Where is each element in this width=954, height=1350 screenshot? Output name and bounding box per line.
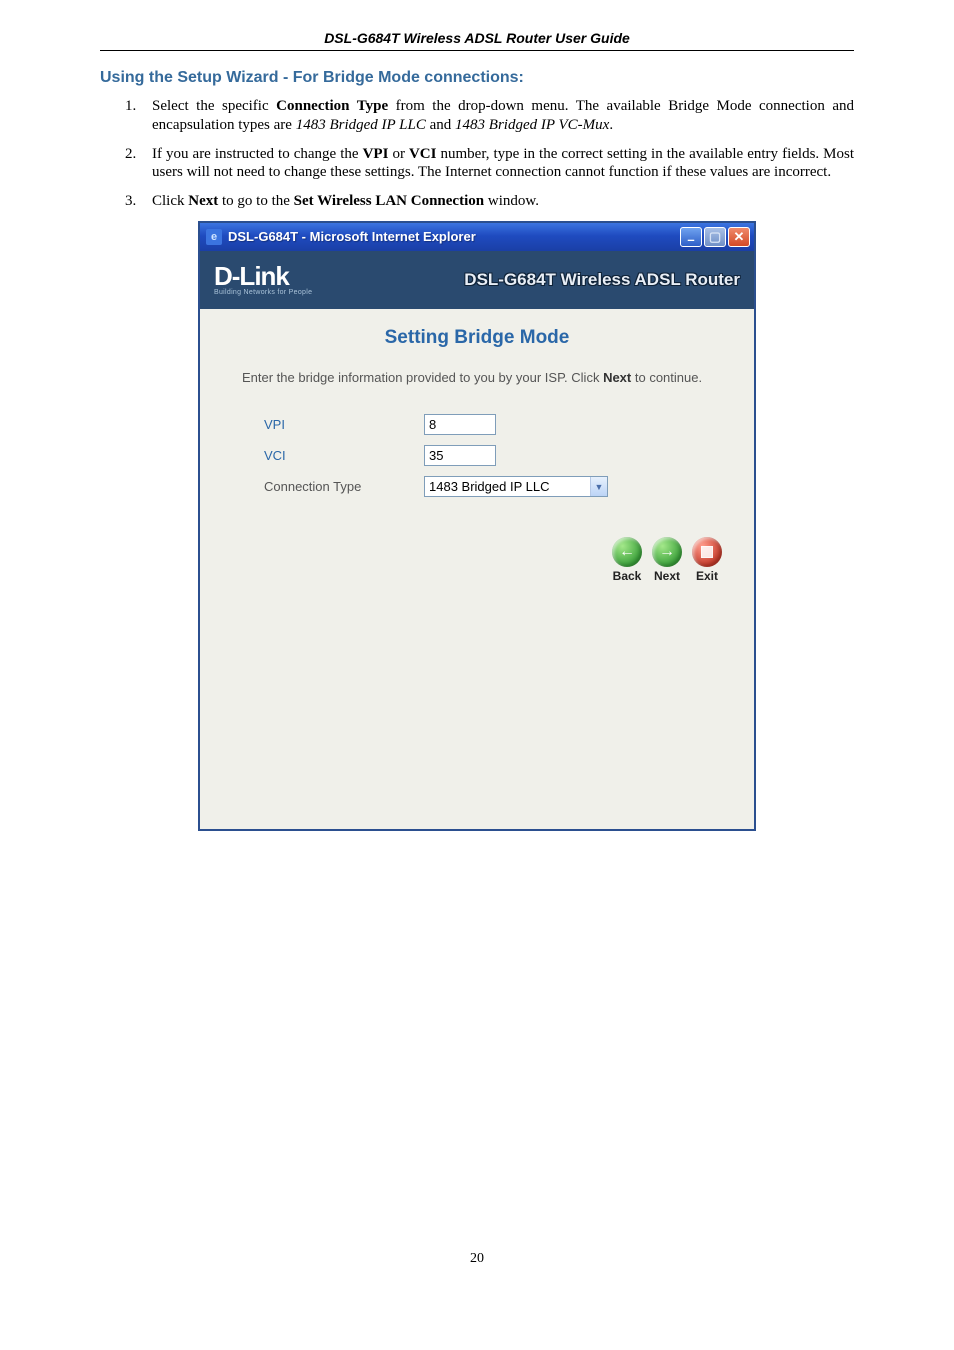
step-segment: to go to the [218, 193, 293, 209]
step-segment: VPI [363, 146, 389, 162]
dlink-logo: D-Link Building Networks for People [214, 263, 312, 296]
minimize-icon: – [687, 232, 694, 247]
step-item: Click Next to go to the Set Wireless LAN… [140, 192, 854, 211]
wizard-nav: ← Back → Next Exit [224, 537, 730, 583]
step-segment: Click [152, 193, 188, 209]
vci-input[interactable] [424, 445, 496, 466]
wizard-content: Setting Bridge Mode Enter the bridge inf… [200, 309, 754, 829]
conn-type-select[interactable]: 1483 Bridged IP LLC ▼ [424, 476, 608, 497]
step-segment: . [609, 117, 613, 133]
step-item: If you are instructed to change the VPI … [140, 145, 854, 183]
step-segment: Set Wireless LAN Connection [294, 193, 484, 209]
vpi-label: VPI [264, 417, 424, 432]
wizard-title: Setting Bridge Mode [224, 327, 730, 349]
vci-label: VCI [264, 448, 424, 463]
step-segment: and [426, 117, 455, 133]
vpi-input[interactable] [424, 414, 496, 435]
window-maximize-button[interactable]: ▢ [704, 227, 726, 247]
instr-post: to continue. [631, 370, 702, 385]
logo-tagline: Building Networks for People [214, 289, 312, 296]
arrow-left-icon: ← [619, 543, 635, 561]
steps-list: Select the specific Connection Type from… [140, 97, 854, 211]
step-segment: 1483 Bridged IP LLC [296, 117, 426, 133]
arrow-right-icon: → [659, 543, 675, 561]
row-vpi: VPI [224, 414, 730, 435]
exit-button[interactable]: Exit [692, 537, 722, 583]
wizard-instruction: Enter the bridge information provided to… [242, 369, 720, 387]
step-segment: Select the specific [152, 98, 276, 114]
banner-title: DSL-G684T Wireless ADSL Router [464, 270, 740, 290]
instr-bold: Next [603, 370, 631, 385]
stop-icon [701, 546, 713, 558]
step-segment: If you are instructed to change the [152, 146, 363, 162]
ie-icon: e [206, 229, 222, 245]
back-button[interactable]: ← Back [612, 537, 642, 583]
page-header: DSL-G684T Wireless ADSL Router User Guid… [100, 30, 854, 51]
router-banner: D-Link Building Networks for People DSL-… [200, 251, 754, 309]
window-title: DSL-G684T - Microsoft Internet Explorer [228, 229, 680, 244]
next-label: Next [652, 569, 682, 583]
back-label: Back [612, 569, 642, 583]
row-conn-type: Connection Type 1483 Bridged IP LLC ▼ [224, 476, 730, 497]
row-vci: VCI [224, 445, 730, 466]
conn-type-value: 1483 Bridged IP LLC [425, 477, 590, 496]
window-minimize-button[interactable]: – [680, 227, 702, 247]
step-segment: Connection Type [276, 98, 388, 114]
maximize-icon: ▢ [709, 229, 721, 245]
logo-text: D-Link [214, 263, 312, 289]
section-heading: Using the Setup Wizard - For Bridge Mode… [100, 69, 854, 87]
step-segment: Next [188, 193, 218, 209]
step-segment: 1483 Bridged IP VC-Mux [455, 117, 609, 133]
window-titlebar: e DSL-G684T - Microsoft Internet Explore… [200, 223, 754, 251]
chevron-down-icon: ▼ [590, 477, 607, 496]
step-segment: window. [484, 193, 539, 209]
instr-pre: Enter the bridge information provided to… [242, 370, 603, 385]
next-button[interactable]: → Next [652, 537, 682, 583]
conn-type-label: Connection Type [264, 479, 424, 494]
step-item: Select the specific Connection Type from… [140, 97, 854, 135]
exit-label: Exit [692, 569, 722, 583]
close-icon: ✕ [734, 229, 745, 245]
step-segment: or [388, 146, 409, 162]
window-close-button[interactable]: ✕ [728, 227, 750, 247]
step-segment: VCI [409, 146, 437, 162]
page-number: 20 [100, 1251, 854, 1267]
browser-window: e DSL-G684T - Microsoft Internet Explore… [198, 221, 756, 831]
